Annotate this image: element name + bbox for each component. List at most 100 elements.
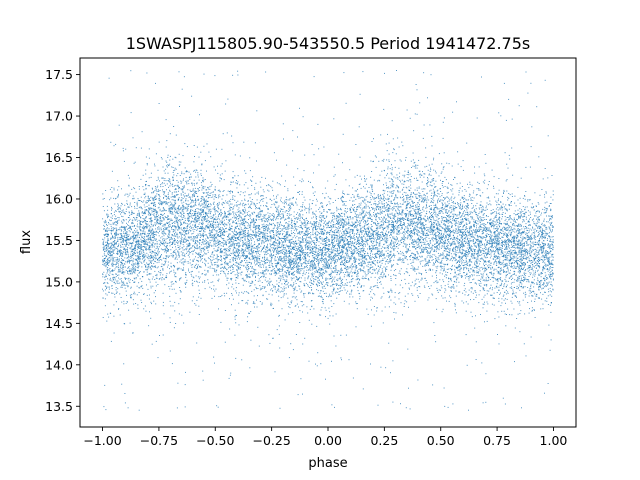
- data-point: [270, 185, 272, 187]
- data-point: [206, 243, 208, 245]
- data-point: [440, 247, 442, 249]
- data-point: [196, 229, 198, 231]
- data-point: [403, 195, 404, 197]
- data-point: [137, 258, 139, 260]
- data-point: [427, 227, 429, 229]
- data-point: [160, 220, 162, 222]
- data-point: [195, 209, 196, 210]
- data-point: [291, 300, 293, 302]
- data-point: [475, 296, 477, 298]
- data-point: [315, 269, 317, 271]
- data-point: [227, 222, 229, 224]
- data-point: [414, 167, 416, 169]
- data-point: [175, 248, 177, 250]
- data-point: [421, 201, 423, 203]
- data-point: [411, 215, 413, 217]
- data-point: [408, 387, 409, 389]
- data-point: [390, 251, 392, 253]
- data-point: [509, 259, 511, 261]
- data-point: [487, 251, 489, 253]
- data-point: [435, 236, 437, 238]
- data-point: [110, 340, 112, 342]
- data-point: [189, 211, 191, 213]
- data-point: [315, 279, 317, 281]
- data-point: [549, 237, 551, 239]
- data-point: [133, 293, 135, 295]
- data-point: [182, 230, 184, 231]
- data-point: [387, 133, 388, 135]
- data-point: [447, 246, 449, 248]
- data-point: [233, 213, 234, 215]
- data-point: [117, 280, 119, 282]
- data-point: [318, 226, 320, 228]
- data-point: [464, 282, 466, 284]
- data-point: [297, 272, 299, 274]
- data-point: [167, 172, 169, 174]
- data-point: [529, 228, 531, 230]
- data-point: [205, 265, 207, 267]
- data-point: [286, 222, 287, 224]
- data-point: [153, 263, 155, 265]
- data-point: [493, 251, 495, 252]
- data-point: [366, 195, 368, 197]
- data-point: [412, 225, 414, 227]
- data-point: [498, 297, 500, 299]
- data-point: [389, 213, 391, 215]
- data-point: [315, 266, 317, 268]
- data-point: [342, 228, 343, 230]
- data-point: [165, 119, 167, 121]
- data-point: [326, 223, 328, 225]
- data-point: [508, 98, 510, 100]
- data-point: [429, 190, 431, 192]
- data-point: [418, 259, 420, 261]
- data-point: [412, 241, 414, 243]
- data-point: [385, 250, 387, 252]
- data-point: [141, 224, 143, 225]
- data-point: [191, 247, 193, 249]
- data-point: [235, 222, 237, 223]
- data-point: [261, 227, 263, 229]
- data-point: [431, 145, 433, 147]
- data-point: [191, 221, 192, 223]
- data-point: [277, 262, 279, 264]
- data-point: [425, 263, 427, 265]
- data-point: [153, 300, 155, 302]
- data-point: [293, 283, 295, 285]
- data-point: [140, 178, 142, 180]
- data-point: [178, 267, 180, 269]
- data-point: [340, 262, 341, 264]
- data-point: [396, 202, 398, 204]
- data-point: [362, 250, 364, 252]
- data-point: [508, 218, 510, 220]
- data-point: [269, 278, 271, 280]
- data-point: [445, 212, 447, 214]
- data-point: [318, 224, 320, 226]
- data-point: [520, 215, 522, 217]
- data-point: [371, 273, 373, 275]
- data-point: [156, 212, 158, 214]
- data-point: [137, 270, 139, 271]
- data-point: [442, 168, 444, 170]
- data-point: [344, 208, 346, 209]
- data-point: [531, 295, 533, 297]
- data-point: [233, 257, 235, 259]
- data-point: [479, 189, 481, 191]
- data-point: [414, 267, 415, 269]
- data-point: [256, 240, 258, 242]
- data-point: [451, 255, 453, 257]
- data-point: [436, 219, 438, 221]
- data-point: [499, 278, 501, 280]
- data-point: [488, 228, 490, 230]
- data-point: [507, 167, 509, 169]
- data-point: [134, 207, 136, 209]
- data-point: [328, 239, 330, 241]
- data-point: [291, 203, 293, 205]
- data-point: [307, 252, 309, 254]
- data-point: [207, 213, 209, 214]
- data-point: [282, 215, 284, 217]
- data-point: [195, 169, 197, 171]
- data-point: [153, 213, 155, 215]
- data-point: [178, 241, 180, 243]
- data-point: [348, 222, 350, 224]
- data-point: [497, 280, 499, 282]
